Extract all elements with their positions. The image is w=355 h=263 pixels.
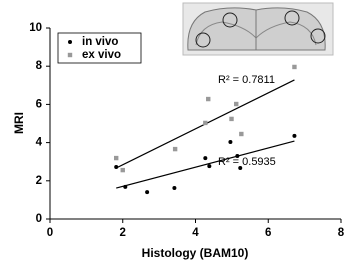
y-axis-title: MRI [12, 112, 26, 134]
y-tick-label: 10 [29, 22, 42, 34]
point [234, 102, 238, 106]
x-axis-title: Histology (BAM10) [142, 246, 249, 260]
point [207, 164, 211, 168]
legend-label: ex vivo [82, 49, 121, 61]
point [292, 65, 296, 69]
point [239, 132, 243, 136]
y-tick-label: 2 [36, 175, 42, 187]
point [123, 185, 127, 189]
x-tick-label: 0 [47, 227, 53, 239]
point [172, 186, 176, 190]
point [292, 134, 296, 138]
r2-annotation: R² = 0.7811 [218, 74, 275, 86]
point [203, 156, 207, 160]
x-tick-label: 6 [265, 227, 271, 239]
point [121, 168, 125, 172]
y-tick-label: 0 [36, 213, 42, 225]
r2-annotation: R² = 0.5935 [218, 156, 276, 168]
chart: in vivoex vivo MRI Histology (BAM10) 0 2 4… [0, 0, 355, 263]
inset-image [183, 3, 333, 55]
legend-marker [68, 40, 72, 44]
x-tick-label: 2 [120, 227, 126, 239]
point [145, 190, 149, 194]
point [173, 147, 177, 151]
x-tick-label: 4 [192, 227, 199, 239]
y-tick-label: 6 [36, 98, 42, 110]
legend-marker [68, 53, 72, 57]
legend-label: in vivo [82, 36, 118, 48]
y-tick-label: 4 [36, 137, 43, 149]
point [229, 117, 233, 121]
y-tick-label: 8 [36, 60, 43, 72]
x-tick-label: 8 [338, 227, 345, 239]
point [114, 156, 118, 160]
point [206, 97, 210, 101]
point [228, 140, 232, 144]
point [203, 121, 207, 125]
